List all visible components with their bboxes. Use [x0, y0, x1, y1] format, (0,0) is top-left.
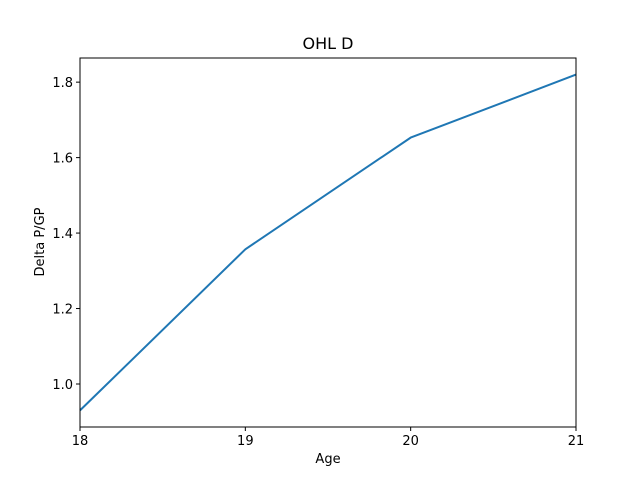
series-layer	[79, 73, 577, 412]
plot-frame	[79, 57, 577, 428]
x-tick-label: 21	[568, 434, 585, 449]
x-tick-label: 18	[72, 434, 89, 449]
x-axis-label: Age	[315, 452, 340, 467]
y-tick-label: 1.2	[52, 303, 73, 318]
y-tick-label: 1.8	[52, 76, 73, 91]
chart-title: OHL D	[303, 34, 354, 53]
y-axis-label: Delta P/GP	[33, 207, 48, 276]
series-line	[79, 73, 577, 412]
y-tick-label: 1.6	[52, 152, 73, 167]
y-axis: 1.0 1.2 1.4 1.6 1.8	[52, 76, 80, 393]
y-tick-label: 1.0	[52, 378, 73, 393]
x-axis: 18 19 20 21	[72, 427, 585, 449]
x-tick-label: 19	[237, 434, 254, 449]
x-tick-label: 20	[402, 434, 419, 449]
y-tick-label: 1.4	[52, 227, 73, 242]
